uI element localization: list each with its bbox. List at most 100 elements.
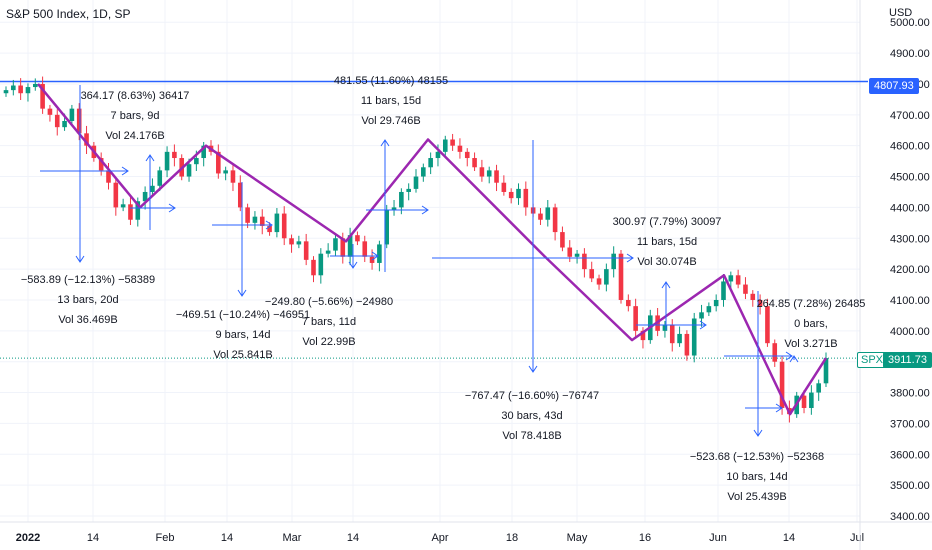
candle-body — [289, 238, 294, 245]
y-tick-label: 4400.00 — [890, 202, 930, 214]
candle-body — [604, 269, 609, 285]
candle-body — [76, 108, 82, 134]
candle-body — [428, 158, 433, 168]
candle-body — [538, 213, 543, 220]
candle-body — [281, 213, 287, 239]
measure-arrowhead — [661, 281, 671, 289]
measure-arrowhead — [168, 203, 176, 213]
measure-arrowhead — [237, 289, 247, 297]
y-tick-label: 3600.00 — [890, 449, 930, 461]
measure-annotation-6: 300.97 (7.79%) 30097 11 bars, 15d Vol 30… — [613, 212, 722, 272]
measure-arrowhead — [699, 320, 707, 330]
candle-body — [816, 383, 821, 393]
measure-arrowhead — [753, 429, 763, 437]
candle-body — [54, 114, 60, 128]
candle-body — [296, 241, 302, 245]
measure-change: 300.97 (7.79%) 30097 — [612, 216, 722, 228]
candle-body — [757, 299, 763, 307]
candle-body — [62, 120, 67, 128]
chart-title: S&P 500 Index, 1D, SP — [6, 7, 131, 21]
measure-annotation-7: 264.85 (7.28%) 26485 0 bars, Vol 3.271B — [757, 294, 866, 354]
y-tick-label: 4900.00 — [890, 48, 930, 60]
measure-arrowhead — [121, 166, 129, 176]
candle-body — [318, 253, 324, 276]
measure-bars: 11 bars, 15d — [360, 95, 422, 107]
measure-bars: 0 bars, — [794, 318, 828, 330]
measure-arrowhead — [371, 251, 379, 261]
candle-body — [259, 216, 265, 226]
candle-body — [391, 207, 397, 211]
candle-body — [728, 275, 734, 282]
measure-arrowhead — [380, 139, 390, 147]
candle-body — [347, 235, 353, 257]
x-tick-label: May — [567, 532, 588, 544]
candle-body — [98, 158, 104, 171]
candle-body — [486, 170, 492, 177]
y-tick-label: 3700.00 — [890, 418, 930, 430]
measure-change: −583.89 (−12.13%) −58389 — [20, 274, 156, 286]
candle-body — [406, 188, 411, 192]
candle-body — [311, 259, 316, 276]
candle-body — [472, 158, 477, 168]
measure-change: −767.47 (−16.60%) −76747 — [464, 390, 600, 402]
measure-arrowhead — [775, 403, 783, 413]
y-tick-label: 4100.00 — [890, 295, 930, 307]
candle-body — [721, 281, 726, 300]
candle-body — [340, 238, 346, 257]
candle-body — [574, 253, 580, 257]
measure-volume: Vol 36.469B — [58, 314, 118, 326]
candle-body — [582, 253, 587, 270]
candle-body — [325, 250, 331, 254]
zigzag-trend-line — [37, 83, 828, 416]
x-tick-label: Jul — [850, 532, 864, 544]
measure-volume: Vol 22.99B — [302, 336, 356, 348]
candle-body — [362, 241, 368, 257]
x-tick-label: 14 — [87, 532, 99, 544]
measure-arrowhead — [75, 255, 85, 263]
candle-body — [669, 324, 675, 344]
measure-annotation-1: 364.17 (8.63%) 36417 7 bars, 9d Vol 24.1… — [81, 86, 190, 146]
candle-body — [25, 87, 31, 94]
candle-body — [333, 238, 338, 251]
candle-body — [611, 253, 616, 270]
candle-body — [552, 207, 558, 233]
measure-bars: 13 bars, 20d — [57, 294, 119, 306]
currency-label: USD — [889, 7, 913, 19]
candle-body — [128, 204, 133, 220]
candle-body — [355, 235, 360, 242]
candle-body — [450, 139, 455, 146]
candle-body — [32, 83, 38, 88]
candle-body — [801, 395, 807, 408]
y-tick-label: 3500.00 — [890, 480, 930, 492]
y-tick-label: 5000.00 — [890, 17, 930, 29]
candle-body — [457, 145, 463, 152]
candle-body — [442, 139, 448, 152]
candle-body — [479, 167, 485, 177]
x-tick-label: Jun — [709, 532, 727, 544]
measure-annotation-9: −523.68 (−12.53%) −52368 10 bars, 14d Vo… — [690, 447, 824, 507]
measure-volume: Vol 78.418B — [502, 430, 562, 442]
measure-bars: 7 bars, 9d — [110, 110, 160, 122]
candle-body — [164, 151, 170, 171]
x-tick-label: 16 — [639, 532, 651, 544]
candle-body — [150, 185, 155, 192]
candle-body — [84, 133, 89, 146]
candle-body — [713, 299, 719, 307]
candle-body — [633, 306, 638, 331]
measure-bars: 7 bars, 11d — [301, 316, 357, 328]
candle-body — [545, 207, 551, 220]
candle-body — [142, 191, 148, 202]
y-tick-label: 4700.00 — [890, 110, 930, 122]
measure-change: −469.51 (−10.24%) −46951 — [175, 309, 311, 321]
candle-body — [618, 253, 624, 300]
measure-change: 481.55 (11.60%) 48155 — [333, 75, 449, 87]
measure-volume: Vol 29.746B — [361, 115, 421, 127]
measure-bars: 10 bars, 14d — [726, 471, 788, 483]
measure-annotation-2: 481.55 (11.60%) 48155 11 bars, 15d Vol 2… — [334, 71, 448, 131]
candle-body — [567, 247, 573, 257]
measure-arrowhead — [785, 351, 793, 361]
measure-arrowhead — [421, 205, 429, 215]
candle-body — [135, 201, 141, 220]
x-tick-label: 2022 — [16, 532, 40, 544]
